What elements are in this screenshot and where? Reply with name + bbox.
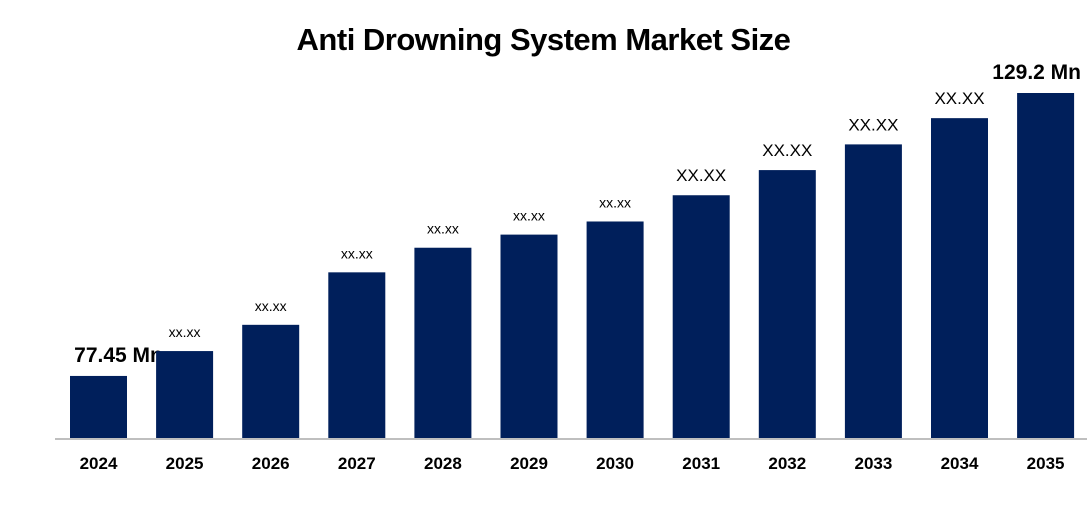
bar-2028 bbox=[414, 247, 472, 438]
bar-2034 bbox=[931, 118, 988, 439]
data-label: XX.XX bbox=[848, 115, 898, 134]
chart-title: Anti Drowning System Market Size bbox=[296, 22, 791, 57]
data-label: xx.xx bbox=[169, 324, 201, 340]
x-tick-label: 2035 bbox=[1027, 454, 1065, 473]
bar-2025 bbox=[156, 351, 214, 438]
data-label: xx.xx bbox=[341, 245, 373, 261]
x-tick-label: 2032 bbox=[768, 454, 806, 473]
bar-2033 bbox=[844, 144, 902, 439]
x-tick-label: 2031 bbox=[682, 454, 720, 473]
data-label: XX.XX bbox=[676, 166, 726, 185]
data-label: xx.xx bbox=[427, 221, 459, 237]
data-label: 77.45 Mn bbox=[74, 344, 163, 367]
data-label: 129.2 Mn bbox=[992, 61, 1081, 84]
data-label: xx.xx bbox=[513, 208, 545, 224]
bar-2024 bbox=[70, 375, 127, 438]
x-tick-label: 2024 bbox=[80, 454, 118, 473]
x-tick-label: 2033 bbox=[854, 454, 892, 473]
x-tick-label: 2030 bbox=[596, 454, 634, 473]
bar-2027 bbox=[328, 272, 386, 438]
x-tick-label: 2027 bbox=[338, 454, 376, 473]
bar-2031 bbox=[672, 195, 730, 438]
bar-2032 bbox=[758, 170, 816, 438]
x-tick-label: 2026 bbox=[252, 454, 290, 473]
data-label: xx.xx bbox=[599, 194, 631, 210]
data-label: XX.XX bbox=[762, 141, 812, 160]
bar-2035 bbox=[1017, 93, 1075, 438]
bar-2026 bbox=[242, 324, 300, 438]
x-tick-label: 2034 bbox=[941, 454, 979, 473]
x-tick-label: 2028 bbox=[424, 454, 462, 473]
data-label: xx.xx bbox=[255, 298, 287, 314]
bar-2029 bbox=[500, 234, 558, 438]
data-label: XX.XX bbox=[934, 89, 984, 108]
x-tick-label: 2025 bbox=[166, 454, 204, 473]
bar-2030 bbox=[586, 221, 644, 438]
x-tick-label: 2029 bbox=[510, 454, 548, 473]
